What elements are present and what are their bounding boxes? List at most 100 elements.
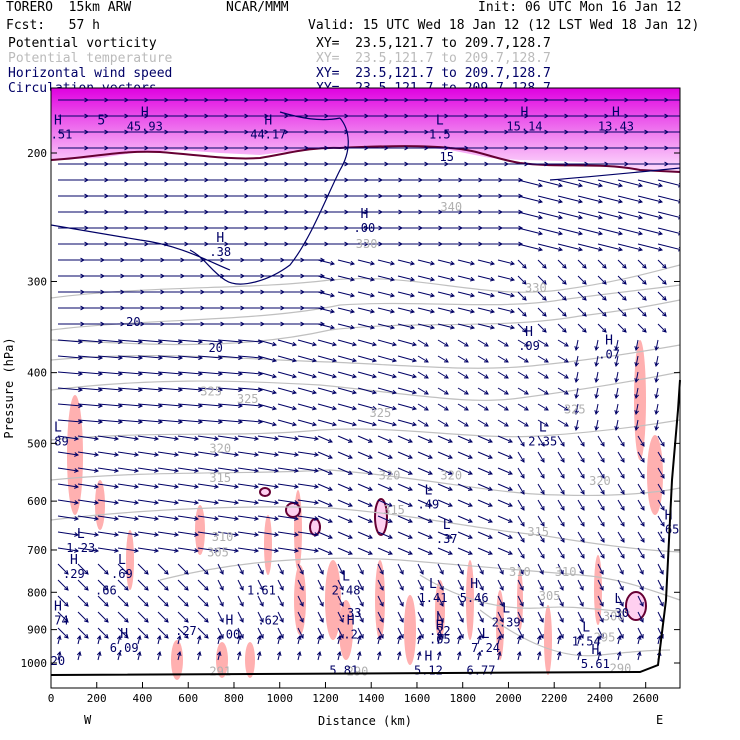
vector-head — [224, 161, 230, 167]
vector-head — [324, 113, 330, 119]
circulation-vector — [477, 595, 484, 607]
circulation-vector — [537, 515, 545, 527]
vector-head — [194, 516, 200, 521]
model-label: TORERO 15km ARW — [6, 0, 132, 15]
circulation-vector — [477, 635, 481, 645]
circulation-vector — [655, 403, 659, 415]
extremum-value: .74 — [47, 613, 69, 627]
vector-head — [194, 484, 200, 489]
vector-head — [180, 257, 186, 263]
vector-head — [324, 193, 330, 199]
vector-head — [104, 193, 110, 199]
vector-head — [660, 441, 665, 447]
vector-head — [594, 346, 599, 352]
vector-head — [518, 177, 524, 183]
vector-head — [503, 406, 509, 411]
circulation-vector — [417, 499, 433, 507]
vector-head — [178, 355, 184, 361]
vector-head — [522, 312, 527, 317]
circulation-vector — [337, 547, 353, 555]
legend-vectors-xy: XY= 23.5,121.7 to 209.7,128.7 — [316, 81, 551, 96]
vector-head — [367, 502, 373, 507]
legend-pv-xy: XY= 23.5,121.7 to 209.7,128.7 — [316, 36, 551, 51]
vector-head — [234, 452, 240, 457]
vector-head — [614, 346, 619, 352]
vector-head — [74, 548, 80, 553]
circulation-vector — [417, 371, 429, 379]
vector-head — [344, 193, 350, 199]
vector-head — [391, 357, 398, 363]
vector-head — [236, 634, 242, 640]
vector-head — [164, 602, 169, 607]
vector-head — [331, 341, 338, 347]
circulation-vector — [617, 627, 624, 639]
vector-head — [478, 177, 484, 183]
circulation-vector — [117, 579, 129, 591]
vector-head — [319, 601, 324, 607]
circulation-vector — [497, 355, 509, 363]
vector-head — [519, 633, 524, 639]
vector-head — [407, 534, 413, 539]
vector-head — [294, 452, 300, 457]
vector-head — [224, 145, 230, 151]
vector-head — [184, 586, 189, 591]
vector-head — [364, 129, 370, 135]
vector-head — [184, 113, 190, 119]
vector-head — [659, 633, 664, 639]
circulation-vector — [77, 499, 99, 504]
vector-head — [660, 473, 665, 479]
vector-head — [174, 436, 180, 441]
vector-head — [339, 585, 344, 591]
circulation-vector — [57, 355, 83, 359]
vector-head — [64, 618, 69, 623]
theta-label: 320 — [440, 468, 462, 482]
vector-head — [238, 371, 244, 377]
vector-head — [478, 225, 484, 231]
vector-head — [634, 426, 639, 432]
vector-head — [120, 321, 126, 327]
vector-head — [367, 470, 373, 475]
vector-head — [678, 198, 680, 204]
circulation-vector — [317, 451, 333, 459]
circulation-vector — [437, 579, 444, 591]
vector-head — [327, 518, 333, 523]
vector-head — [244, 193, 250, 199]
pv-blob — [195, 505, 205, 555]
circulation-vector — [137, 627, 149, 639]
y-tick-label: 200 — [27, 147, 47, 160]
circulation-vector — [577, 243, 603, 251]
circulation-vector — [437, 339, 449, 347]
circulation-vector — [357, 515, 373, 523]
theta-label: 325 — [237, 392, 259, 406]
vector-head — [140, 257, 146, 263]
vector-head — [84, 618, 89, 623]
vector-head — [134, 532, 140, 537]
vector-head — [347, 518, 353, 523]
vector-head — [504, 161, 510, 167]
vector-head — [658, 214, 664, 220]
vector-head — [563, 390, 569, 395]
circulation-vector — [257, 595, 264, 607]
vector-head — [559, 569, 564, 575]
circulation-vector — [577, 579, 584, 591]
vector-head — [284, 113, 290, 119]
vector-head — [379, 585, 384, 591]
circulation-vector — [217, 387, 243, 391]
circulation-vector — [617, 651, 621, 661]
vector-head — [264, 145, 270, 151]
vector-head — [258, 403, 264, 409]
y-tick-label: 1000 — [21, 657, 48, 670]
circulation-vector — [557, 499, 565, 511]
vector-head — [291, 341, 298, 347]
circulation-vector — [517, 419, 529, 427]
vector-head — [224, 113, 230, 119]
circulation-vector — [557, 451, 565, 463]
vector-head — [418, 177, 424, 183]
vector-head — [499, 585, 504, 591]
vector-head — [138, 339, 144, 345]
vector-head — [538, 214, 544, 220]
circulation-vector — [137, 355, 163, 359]
vector-head — [459, 617, 464, 623]
vector-head — [74, 516, 80, 521]
circulation-vector — [517, 211, 543, 219]
